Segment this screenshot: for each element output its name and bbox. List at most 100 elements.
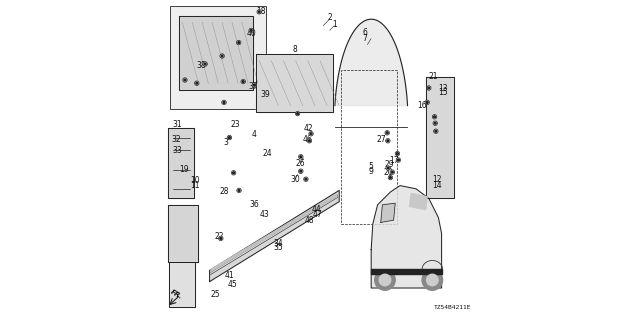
Circle shape — [422, 270, 443, 290]
Text: 14: 14 — [432, 181, 442, 190]
Text: 48: 48 — [305, 216, 315, 225]
Text: 46: 46 — [303, 135, 313, 144]
Circle shape — [250, 29, 252, 31]
Text: 8: 8 — [292, 45, 297, 54]
Circle shape — [375, 270, 396, 290]
Circle shape — [259, 11, 260, 13]
Polygon shape — [256, 54, 333, 112]
Circle shape — [232, 171, 236, 175]
Text: 10: 10 — [189, 176, 200, 185]
Polygon shape — [168, 128, 193, 198]
Text: TZ54B4211E: TZ54B4211E — [434, 305, 472, 310]
Circle shape — [385, 139, 390, 143]
Text: 22: 22 — [214, 232, 224, 241]
Text: 41: 41 — [225, 271, 235, 280]
Text: 20: 20 — [383, 168, 393, 177]
Circle shape — [387, 140, 388, 142]
Circle shape — [385, 131, 389, 135]
Circle shape — [428, 87, 430, 89]
Circle shape — [298, 169, 303, 173]
Circle shape — [241, 79, 246, 84]
Text: 45: 45 — [228, 280, 238, 289]
Circle shape — [433, 115, 437, 119]
Polygon shape — [381, 203, 396, 222]
Circle shape — [238, 189, 240, 191]
Text: 13: 13 — [438, 84, 448, 92]
Polygon shape — [211, 194, 337, 271]
Circle shape — [300, 156, 302, 158]
Text: 5: 5 — [369, 162, 374, 171]
Circle shape — [397, 153, 398, 155]
Circle shape — [386, 166, 390, 170]
Circle shape — [238, 42, 240, 44]
Text: 25: 25 — [210, 290, 220, 299]
Polygon shape — [168, 205, 198, 262]
Text: 18: 18 — [256, 7, 266, 16]
Circle shape — [307, 139, 312, 143]
Circle shape — [397, 159, 399, 161]
Circle shape — [249, 28, 253, 33]
Text: 4: 4 — [252, 130, 257, 139]
Circle shape — [304, 177, 308, 181]
Text: 19: 19 — [179, 165, 189, 174]
Circle shape — [237, 188, 241, 193]
Text: 30: 30 — [290, 175, 300, 184]
Circle shape — [387, 132, 388, 134]
Text: 44: 44 — [312, 205, 322, 214]
Circle shape — [222, 100, 227, 105]
Circle shape — [195, 81, 199, 85]
Polygon shape — [410, 194, 428, 210]
Polygon shape — [179, 16, 253, 90]
Circle shape — [425, 100, 429, 105]
Circle shape — [390, 170, 394, 174]
Circle shape — [434, 116, 435, 118]
Circle shape — [426, 274, 438, 286]
Circle shape — [435, 122, 436, 124]
Text: 47: 47 — [312, 210, 323, 219]
Text: 31: 31 — [173, 120, 182, 129]
Text: FR.: FR. — [170, 289, 184, 300]
Circle shape — [203, 62, 207, 66]
Polygon shape — [426, 77, 454, 198]
Polygon shape — [335, 19, 408, 106]
Circle shape — [257, 10, 262, 14]
Polygon shape — [210, 190, 339, 282]
Circle shape — [426, 101, 428, 103]
Circle shape — [218, 236, 223, 241]
Text: 3: 3 — [223, 138, 228, 147]
Circle shape — [396, 151, 399, 156]
Circle shape — [300, 170, 302, 172]
Text: 39: 39 — [260, 90, 270, 99]
Circle shape — [296, 111, 300, 116]
Circle shape — [379, 274, 390, 286]
Circle shape — [204, 63, 206, 65]
Text: 33: 33 — [173, 146, 182, 155]
Circle shape — [387, 167, 389, 169]
Circle shape — [388, 175, 393, 180]
Circle shape — [228, 137, 230, 139]
Circle shape — [252, 83, 257, 87]
Circle shape — [223, 101, 225, 103]
Circle shape — [389, 177, 391, 179]
Text: 37: 37 — [248, 82, 258, 91]
Text: 43: 43 — [259, 210, 269, 219]
Circle shape — [435, 130, 436, 132]
Circle shape — [220, 54, 225, 58]
Text: 11: 11 — [190, 181, 199, 190]
Text: 40: 40 — [246, 29, 256, 38]
Text: 27: 27 — [377, 135, 387, 144]
Text: 23: 23 — [230, 120, 240, 129]
Text: 9: 9 — [369, 167, 374, 176]
Text: 42: 42 — [304, 124, 314, 132]
Circle shape — [237, 40, 241, 45]
Text: 6: 6 — [362, 28, 367, 36]
Circle shape — [396, 158, 401, 162]
Circle shape — [310, 133, 312, 135]
Bar — [170, 6, 266, 109]
Text: 26: 26 — [296, 159, 306, 168]
Text: 12: 12 — [432, 175, 442, 184]
Text: 2: 2 — [327, 13, 332, 22]
Circle shape — [196, 82, 198, 84]
Polygon shape — [169, 262, 195, 307]
Text: 21: 21 — [429, 72, 438, 81]
